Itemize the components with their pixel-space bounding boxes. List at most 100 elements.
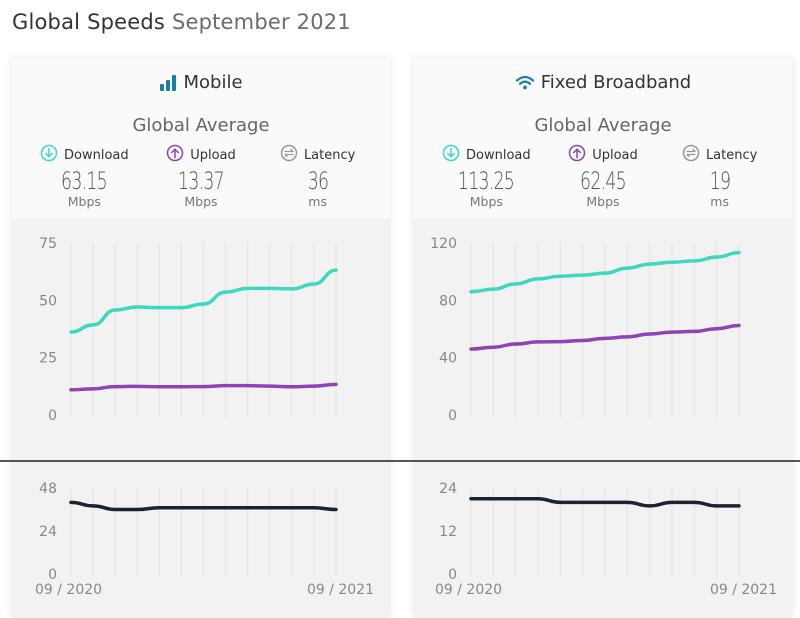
data-point-download[interactable] bbox=[65, 326, 77, 338]
data-point-latency[interactable] bbox=[286, 502, 298, 514]
data-point-upload[interactable] bbox=[198, 381, 210, 393]
data-point-upload[interactable] bbox=[65, 384, 77, 396]
data-point-download[interactable] bbox=[621, 262, 633, 274]
data-point-download[interactable] bbox=[666, 256, 678, 268]
series-line-upload bbox=[469, 323, 741, 351]
data-point-latency[interactable] bbox=[131, 504, 143, 516]
upload-arrow-icon bbox=[568, 144, 586, 166]
data-point-latency[interactable] bbox=[198, 502, 210, 514]
data-point-download[interactable] bbox=[175, 302, 187, 314]
data-point-latency[interactable] bbox=[621, 496, 633, 508]
page-title: Global Speeds September 2021 bbox=[12, 10, 351, 34]
data-point-upload[interactable] bbox=[242, 380, 254, 392]
data-point-latency[interactable] bbox=[577, 496, 589, 508]
data-point-download[interactable] bbox=[487, 283, 499, 295]
data-point-latency[interactable] bbox=[733, 500, 745, 512]
metric-unit: ms bbox=[710, 194, 729, 209]
data-point-download[interactable] bbox=[242, 282, 254, 294]
data-point-upload[interactable] bbox=[510, 338, 522, 350]
data-point-download[interactable] bbox=[599, 267, 611, 279]
data-point-latency[interactable] bbox=[644, 500, 656, 512]
data-point-upload[interactable] bbox=[264, 380, 276, 392]
data-point-download[interactable] bbox=[644, 258, 656, 270]
data-point-latency[interactable] bbox=[688, 496, 700, 508]
data-point-download[interactable] bbox=[131, 301, 143, 313]
y-tick-label: 24 bbox=[439, 481, 457, 497]
data-point-download[interactable] bbox=[465, 286, 477, 298]
x-tick-label: 09 / 2020 bbox=[35, 582, 102, 598]
data-point-download[interactable] bbox=[577, 269, 589, 281]
series-line-latency bbox=[469, 497, 741, 508]
data-point-upload[interactable] bbox=[109, 381, 121, 393]
data-point-upload[interactable] bbox=[688, 325, 700, 337]
data-point-latency[interactable] bbox=[175, 502, 187, 514]
data-point-latency[interactable] bbox=[65, 496, 77, 508]
data-point-latency[interactable] bbox=[599, 496, 611, 508]
data-point-latency[interactable] bbox=[87, 500, 99, 512]
data-point-download[interactable] bbox=[87, 319, 99, 331]
data-point-latency[interactable] bbox=[465, 493, 477, 505]
series-line-latency bbox=[69, 500, 338, 512]
data-point-download[interactable] bbox=[220, 286, 232, 298]
metric-label: Upload bbox=[190, 147, 236, 163]
metric-upload: Upload 13.37 Mbps bbox=[146, 144, 256, 209]
data-point-latency[interactable] bbox=[330, 504, 342, 516]
data-point-download[interactable] bbox=[532, 273, 544, 285]
data-point-download[interactable] bbox=[153, 302, 165, 314]
latency-icon bbox=[280, 144, 298, 166]
data-point-upload[interactable] bbox=[487, 341, 499, 353]
data-point-upload[interactable] bbox=[577, 334, 589, 346]
data-point-download[interactable] bbox=[733, 247, 745, 259]
y-tick-label: 75 bbox=[39, 236, 57, 252]
card-title-text: Fixed Broadband bbox=[540, 72, 692, 93]
data-point-upload[interactable] bbox=[220, 380, 232, 392]
data-point-latency[interactable] bbox=[153, 502, 165, 514]
data-point-upload[interactable] bbox=[308, 380, 320, 392]
metric-label: Upload bbox=[592, 147, 638, 163]
data-point-upload[interactable] bbox=[330, 378, 342, 390]
data-point-upload[interactable] bbox=[711, 323, 723, 335]
data-point-download[interactable] bbox=[308, 278, 320, 290]
latency-chart-area: 0 12 24 09 / 2020 09 / 2021 bbox=[414, 462, 792, 618]
data-point-download[interactable] bbox=[688, 255, 700, 267]
metric-download: Download 113.25 Mbps bbox=[431, 144, 541, 209]
data-point-latency[interactable] bbox=[666, 496, 678, 508]
data-point-download[interactable] bbox=[554, 270, 566, 282]
data-point-upload[interactable] bbox=[87, 383, 99, 395]
data-point-latency[interactable] bbox=[264, 502, 276, 514]
metric-value: 62.45 bbox=[580, 167, 627, 195]
data-point-upload[interactable] bbox=[621, 331, 633, 343]
data-point-download[interactable] bbox=[330, 264, 342, 276]
data-point-download[interactable] bbox=[286, 283, 298, 295]
fixed-speed-chart: 0 40 80 120 bbox=[430, 236, 745, 424]
mobile-speed-chart: 0 25 50 75 bbox=[39, 236, 342, 424]
data-point-latency[interactable] bbox=[487, 493, 499, 505]
data-point-latency[interactable] bbox=[510, 493, 522, 505]
data-point-upload[interactable] bbox=[599, 332, 611, 344]
data-point-download[interactable] bbox=[711, 251, 723, 263]
data-point-download[interactable] bbox=[510, 278, 522, 290]
fixed-broadband-card: Fixed Broadband Global Average Download … bbox=[402, 58, 800, 618]
data-point-upload[interactable] bbox=[175, 381, 187, 393]
data-point-download[interactable] bbox=[264, 282, 276, 294]
data-point-latency[interactable] bbox=[308, 502, 320, 514]
metric-unit: Mbps bbox=[184, 194, 218, 209]
data-point-latency[interactable] bbox=[220, 502, 232, 514]
data-point-upload[interactable] bbox=[532, 336, 544, 348]
data-point-download[interactable] bbox=[109, 304, 121, 316]
data-point-upload[interactable] bbox=[131, 380, 143, 392]
data-point-download[interactable] bbox=[198, 298, 210, 310]
data-point-upload[interactable] bbox=[554, 336, 566, 348]
y-tick-label: 120 bbox=[430, 236, 457, 252]
data-point-latency[interactable] bbox=[554, 496, 566, 508]
data-point-upload[interactable] bbox=[733, 319, 745, 331]
data-point-latency[interactable] bbox=[109, 504, 121, 516]
data-point-upload[interactable] bbox=[644, 328, 656, 340]
data-point-upload[interactable] bbox=[286, 381, 298, 393]
data-point-latency[interactable] bbox=[711, 500, 723, 512]
data-point-latency[interactable] bbox=[532, 493, 544, 505]
data-point-upload[interactable] bbox=[153, 381, 165, 393]
data-point-upload[interactable] bbox=[666, 326, 678, 338]
data-point-latency[interactable] bbox=[242, 502, 254, 514]
data-point-upload[interactable] bbox=[465, 343, 477, 355]
